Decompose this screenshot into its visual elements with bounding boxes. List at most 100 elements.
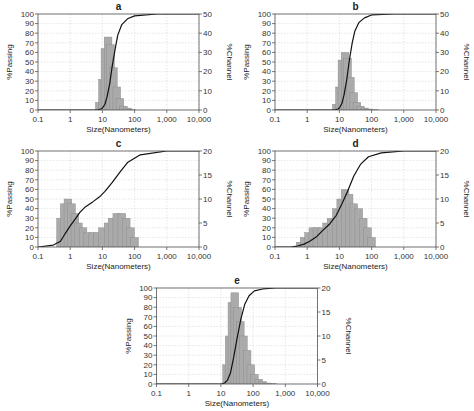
y-grid-line xyxy=(275,90,436,91)
y2-tick xyxy=(318,312,321,313)
y-tick xyxy=(272,62,275,63)
y-tick-label: 10 xyxy=(144,370,153,379)
y-tick-label: 60 xyxy=(25,48,34,57)
y-tick xyxy=(35,110,38,111)
y2-tick xyxy=(199,110,202,111)
x-tick-label: 0.1 xyxy=(269,115,281,124)
y-tick xyxy=(154,336,157,337)
y-tick xyxy=(35,160,38,161)
y2-tick-label: 40 xyxy=(203,29,212,38)
data-area xyxy=(157,288,318,384)
y-tick-label: 0 xyxy=(30,243,35,252)
plot-frame xyxy=(275,151,436,247)
bar xyxy=(131,237,139,247)
y-tick xyxy=(35,90,38,91)
y-tick-label: 80 xyxy=(25,166,34,175)
y2-tick-label: 30 xyxy=(203,48,212,57)
x-tick-label: 0.1 xyxy=(32,115,44,124)
y-tick xyxy=(272,151,275,152)
y-tick xyxy=(272,218,275,219)
y-tick xyxy=(272,160,275,161)
x-tick xyxy=(253,384,254,387)
x-tick xyxy=(134,247,135,250)
y2-tick xyxy=(199,151,202,152)
y-tick-label: 70 xyxy=(144,313,153,322)
y-tick xyxy=(35,23,38,24)
x-tick xyxy=(371,110,372,113)
y-tick-label: 70 xyxy=(262,39,271,48)
y-grid-line xyxy=(38,42,199,43)
x-tick-label: 1,000 xyxy=(394,252,415,261)
x-tick xyxy=(38,110,39,113)
y-tick-label: 30 xyxy=(262,77,271,86)
x-tick-label: 1 xyxy=(305,115,310,124)
y-tick xyxy=(272,81,275,82)
y-tick-label: 10 xyxy=(262,233,271,242)
y-tick xyxy=(35,14,38,15)
x-tick-label: 1 xyxy=(68,115,73,124)
y-tick-label: 60 xyxy=(262,185,271,194)
y-tick xyxy=(35,33,38,34)
y2-tick xyxy=(199,199,202,200)
y-tick xyxy=(272,237,275,238)
y-axis-label: %Passing xyxy=(5,44,14,80)
y-tick-label: 60 xyxy=(144,322,153,331)
x-tick-label: 100 xyxy=(365,115,379,124)
y-axis-label: %Passing xyxy=(242,181,251,217)
grid xyxy=(275,14,436,110)
plot-area xyxy=(157,288,318,384)
title: b xyxy=(352,1,358,12)
y2-tick-label: 10 xyxy=(322,332,331,341)
y-tick xyxy=(154,364,157,365)
panel: 0.11101001,00010,00001020304050607080901… xyxy=(124,275,353,408)
x-tick-label: 10 xyxy=(98,115,107,124)
x-tick-label: 0.1 xyxy=(269,252,281,261)
y2-tick-label: 5 xyxy=(322,356,327,365)
y2-tick-label: 20 xyxy=(203,147,212,156)
y-grid-line xyxy=(275,179,436,180)
plot-frame xyxy=(38,151,199,247)
y2-axis-label: %Channel xyxy=(344,318,353,355)
x-tick-label: 10,000 xyxy=(187,252,212,261)
y-grid-line xyxy=(275,170,436,171)
x-tick xyxy=(38,247,39,250)
plot-area xyxy=(275,151,436,247)
y-tick-label: 90 xyxy=(262,156,271,165)
y-tick-label: 10 xyxy=(25,233,34,242)
y-tick-label: 100 xyxy=(139,284,153,293)
y-tick-label: 0 xyxy=(267,106,272,115)
x-tick-label: 1,000 xyxy=(275,389,296,398)
y2-tick xyxy=(318,360,321,361)
y-tick xyxy=(154,326,157,327)
y-tick-label: 30 xyxy=(25,77,34,86)
panel: 0.11101001,00010,00001020304050607080901… xyxy=(5,1,234,134)
x-tick xyxy=(285,384,286,387)
x-tick-label: 10 xyxy=(216,389,225,398)
y-tick xyxy=(154,355,157,356)
x-tick xyxy=(102,247,103,250)
y-tick xyxy=(35,71,38,72)
y2-tick-label: 20 xyxy=(440,147,449,156)
y-tick xyxy=(35,170,38,171)
x-tick xyxy=(70,110,71,113)
y2-tick xyxy=(199,71,202,72)
y-tick-label: 30 xyxy=(144,351,153,360)
y2-tick-label: 50 xyxy=(203,10,212,19)
bar xyxy=(368,237,376,247)
y2-tick-label: 50 xyxy=(440,10,449,19)
plot-frame xyxy=(275,14,436,110)
grid xyxy=(275,151,436,247)
y2-tick xyxy=(436,223,439,224)
panel: 0.11101001,00010,00001020304050607080901… xyxy=(5,138,234,271)
x-tick-label: 1,000 xyxy=(157,252,178,261)
y2-tick-label: 20 xyxy=(203,67,212,76)
y-tick xyxy=(35,237,38,238)
y-grid-line xyxy=(38,81,199,82)
x-axis-label: Size(Nanometers) xyxy=(86,262,151,271)
x-tick-label: 1 xyxy=(305,252,310,261)
x-tick-label: 1 xyxy=(186,389,191,398)
y2-tick-label: 20 xyxy=(440,67,449,76)
y-tick-label: 20 xyxy=(144,361,153,370)
x-tick-label: 100 xyxy=(365,252,379,261)
grid xyxy=(38,14,199,110)
